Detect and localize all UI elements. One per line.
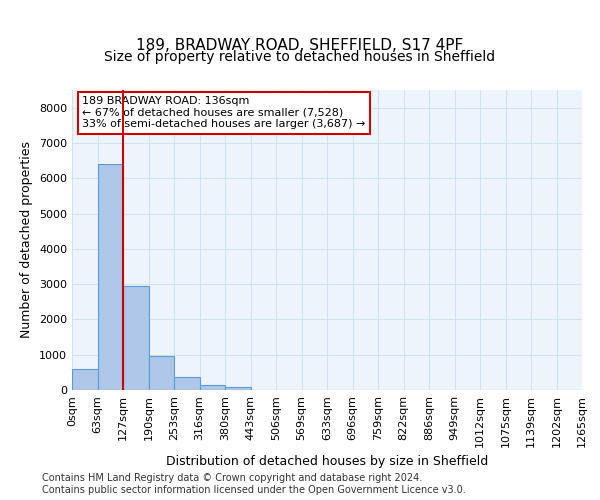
Bar — [123, 286, 149, 390]
Bar — [72, 369, 97, 390]
Y-axis label: Number of detached properties: Number of detached properties — [20, 142, 34, 338]
X-axis label: Distribution of detached houses by size in Sheffield: Distribution of detached houses by size … — [166, 455, 488, 468]
Text: 189, BRADWAY ROAD, SHEFFIELD, S17 4PF: 189, BRADWAY ROAD, SHEFFIELD, S17 4PF — [136, 38, 464, 52]
Bar — [149, 356, 174, 390]
Text: 189 BRADWAY ROAD: 136sqm
← 67% of detached houses are smaller (7,528)
33% of sem: 189 BRADWAY ROAD: 136sqm ← 67% of detach… — [82, 96, 365, 129]
Text: Contains HM Land Registry data © Crown copyright and database right 2024.
Contai: Contains HM Land Registry data © Crown c… — [42, 474, 466, 495]
Bar — [174, 377, 199, 390]
Bar — [97, 164, 123, 390]
Bar — [199, 385, 225, 390]
Bar — [225, 387, 251, 390]
Text: Size of property relative to detached houses in Sheffield: Size of property relative to detached ho… — [104, 50, 496, 64]
